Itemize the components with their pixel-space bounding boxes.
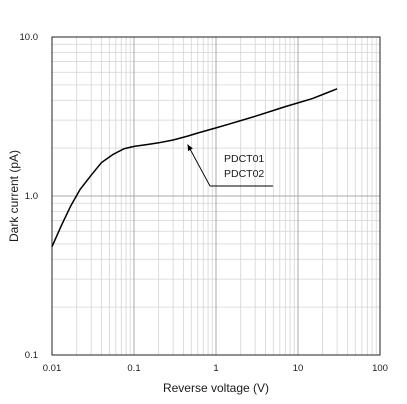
callout-annotation: PDCT01 PDCT02 — [187, 144, 273, 187]
callout-arrowhead — [187, 144, 193, 152]
y-tick-label: 1.0 — [25, 191, 38, 202]
y-tick-label: 10.0 — [20, 32, 39, 43]
callout-label-2: PDCT02 — [224, 168, 264, 180]
y-axis-label: Dark current (pA) — [7, 150, 21, 242]
major-gridlines — [52, 37, 380, 355]
x-tick-label: 0.1 — [127, 363, 140, 374]
callout-label-1: PDCT01 — [224, 153, 264, 165]
series-line — [51, 88, 338, 248]
x-axis-label: Reverse voltage (V) — [163, 381, 269, 395]
plot-frame — [51, 36, 381, 356]
x-tick-label: 100 — [372, 363, 388, 374]
x-tick-label: 1 — [213, 363, 218, 374]
x-tick-labels: 0.01 0.1 1 10 100 — [43, 363, 388, 374]
x-tick-label: 0.01 — [43, 363, 62, 374]
callout-leader-line — [187, 144, 211, 187]
x-tick-label: 10 — [293, 363, 304, 374]
y-tick-labels: 0.1 1.0 10.0 — [20, 32, 39, 361]
y-tick-label: 0.1 — [25, 350, 38, 361]
